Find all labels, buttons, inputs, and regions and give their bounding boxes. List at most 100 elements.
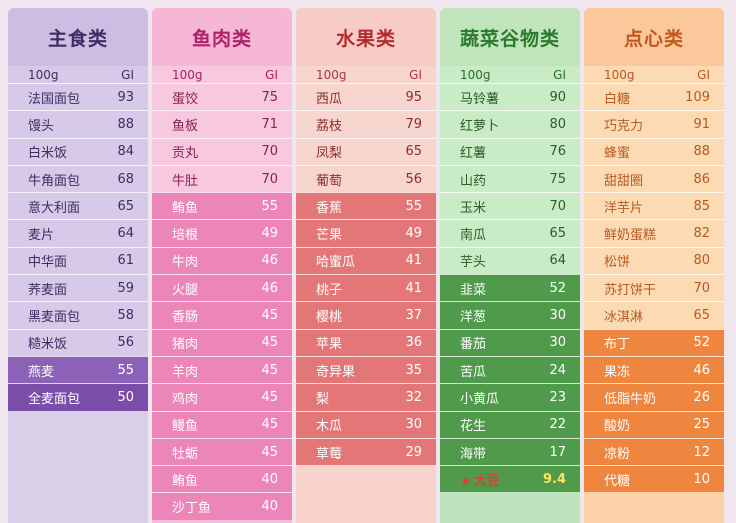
table-row: 火腿 46 (152, 274, 292, 302)
food-name: 玉米 (460, 200, 487, 216)
gi-value: 55 (261, 198, 278, 214)
table-row: 猪肉 45 (152, 328, 292, 356)
gi-value: 71 (261, 116, 278, 132)
table-row: 小黄瓜 23 (440, 383, 580, 411)
table-row: 中华面 61 (8, 246, 148, 275)
food-name: 鳗鱼 (172, 419, 199, 435)
table-row: 木瓜 30 (296, 410, 436, 438)
food-name: 甜甜圈 (604, 173, 644, 189)
table-row: 酸奶 25 (584, 410, 724, 438)
table-row: 芋头 64 (440, 246, 580, 275)
gi-value: 40 (261, 499, 278, 515)
gi-value: 49 (261, 226, 278, 242)
table-row: 馒头 88 (8, 110, 148, 138)
food-name: 红薯 (460, 146, 487, 162)
gi-value: 82 (693, 226, 710, 242)
table-row: 全麦面包 50 (8, 383, 148, 411)
food-name: 猪肉 (172, 337, 199, 353)
food-name: 鸡肉 (172, 391, 199, 407)
table-row: 鲔鱼 40 (152, 465, 292, 493)
food-name: 番茄 (460, 337, 487, 353)
gi-value: 35 (405, 362, 422, 378)
column-title: 点心类 (584, 8, 724, 66)
table-row: 葡萄 56 (296, 164, 436, 193)
column-subheader: 100g GI (296, 66, 436, 83)
unit-label: 100g (604, 67, 635, 82)
gi-value: 52 (549, 280, 566, 296)
star-icon: ★ (460, 473, 472, 489)
unit-label: 100g (460, 67, 491, 82)
gi-value: 22 (549, 417, 566, 433)
gi-value: 59 (117, 280, 134, 296)
table-row: 麦片 64 (8, 219, 148, 247)
table-row: 羊肉 45 (152, 355, 292, 384)
table-row: 梨 32 (296, 383, 436, 411)
table-row: 荔枝 79 (296, 110, 436, 138)
column-dessert: 点心类 100g GI 白糖 109 巧克力 91 蜂蜜 88 甜甜圈 86 洋芋片 85 鲜奶蛋糕… (584, 8, 724, 523)
table-row: 海带 17 (440, 437, 580, 466)
gi-label: GI (553, 67, 566, 82)
column-subheader: 100g GI (584, 66, 724, 83)
column-subheader: 100g GI (440, 66, 580, 83)
gi-label: GI (697, 67, 710, 82)
column-title: 蔬菜谷物类 (440, 8, 580, 66)
gi-value: 24 (549, 362, 566, 378)
gi-value: 29 (405, 444, 422, 460)
table-row: 贡丸 70 (152, 137, 292, 165)
table-row: 布丁 52 (584, 328, 724, 356)
food-name: 火腿 (172, 282, 199, 298)
gi-value: 46 (261, 280, 278, 296)
gi-value: 88 (693, 144, 710, 160)
food-name: 花生 (460, 419, 487, 435)
table-row: 樱桃 37 (296, 301, 436, 329)
gi-value: 40 (261, 471, 278, 487)
gi-value: 85 (693, 198, 710, 214)
gi-value: 30 (405, 417, 422, 433)
gi-value: 46 (261, 253, 278, 269)
food-name: 奇异果 (316, 364, 356, 380)
gi-value: 68 (117, 171, 134, 187)
table-row: 白米饭 84 (8, 137, 148, 165)
table-row: 牛肉 46 (152, 246, 292, 275)
gi-value: 45 (261, 417, 278, 433)
gi-value: 26 (693, 389, 710, 405)
table-row: 番茄 30 (440, 328, 580, 356)
gi-value: 37 (405, 308, 422, 324)
food-name: 松饼 (604, 255, 631, 271)
gi-value: 65 (405, 144, 422, 160)
food-name: 小黄瓜 (460, 391, 500, 407)
table-row: 鲜奶蛋糕 82 (584, 219, 724, 247)
gi-value: 58 (117, 308, 134, 324)
gi-value: 10 (693, 471, 710, 487)
gi-value: 17 (549, 444, 566, 460)
table-row: 鱼板 71 (152, 110, 292, 138)
food-name: 麦片 (28, 228, 55, 244)
gi-value: 84 (117, 144, 134, 160)
table-row: 草莓 29 (296, 437, 436, 466)
table-row: 花生 22 (440, 410, 580, 438)
gi-value: 86 (693, 171, 710, 187)
food-name: 馒头 (28, 118, 55, 134)
food-name: 果冻 (604, 364, 631, 380)
food-name: 牛角面包 (28, 173, 81, 189)
gi-value: 45 (261, 335, 278, 351)
food-name: 意大利面 (28, 200, 81, 216)
food-name: 鲔鱼 (172, 473, 199, 489)
table-row: 低脂牛奶 26 (584, 383, 724, 411)
column-subheader: 100g GI (152, 66, 292, 83)
table-row: 巧克力 91 (584, 110, 724, 138)
gi-value: 61 (117, 253, 134, 269)
table-row: 芒果 49 (296, 219, 436, 247)
gi-value: 95 (405, 89, 422, 105)
food-name: 贡丸 (172, 146, 199, 162)
food-name: 牡蛎 (172, 446, 199, 462)
food-name: 洋葱 (460, 310, 487, 326)
food-name: 红萝卜 (460, 118, 500, 134)
food-name: 白糖 (604, 91, 631, 107)
food-name: 荔枝 (316, 118, 343, 134)
food-list: 蛋饺 75 鱼板 71 贡丸 70 牛肚 70 鲔鱼 55 培根 49 牛肉 46 火腿 46 香肠 45 猪肉 45… (152, 83, 292, 520)
gi-value: 70 (693, 280, 710, 296)
unit-label: 100g (28, 67, 59, 82)
food-name: 梨 (316, 391, 330, 407)
